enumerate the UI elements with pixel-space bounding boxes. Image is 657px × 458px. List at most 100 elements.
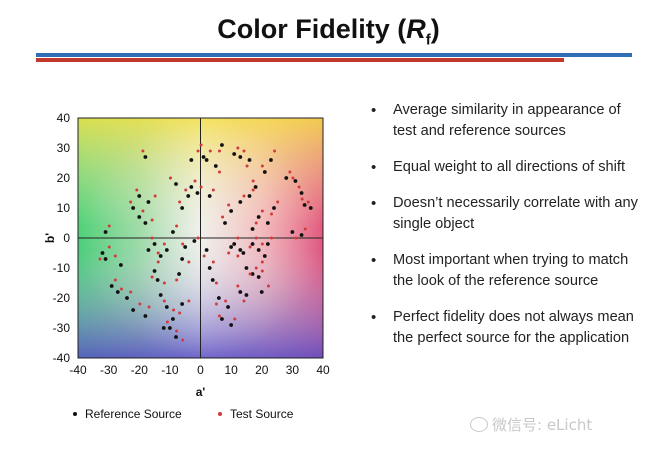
test-point xyxy=(260,242,264,246)
reference-point xyxy=(207,266,212,270)
legend-label: Test Source xyxy=(230,407,294,421)
test-point xyxy=(141,149,145,153)
test-point xyxy=(178,200,182,204)
reference-point xyxy=(299,191,304,195)
reference-point xyxy=(171,230,175,234)
x-tick-label: -30 xyxy=(100,363,118,377)
reference-point xyxy=(189,158,194,162)
data-points xyxy=(98,143,313,342)
test-point xyxy=(273,149,277,153)
reference-point xyxy=(180,257,185,261)
test-point xyxy=(150,218,154,222)
reference-point xyxy=(256,275,261,279)
reference-point xyxy=(109,284,114,288)
test-point xyxy=(162,242,166,246)
reference-point xyxy=(253,185,258,189)
test-point xyxy=(291,176,295,180)
y-axis-label: b' xyxy=(43,233,57,243)
test-point xyxy=(165,320,169,324)
reference-point xyxy=(284,176,289,180)
test-point xyxy=(187,260,191,264)
reference-point xyxy=(220,317,224,321)
test-point xyxy=(300,197,304,201)
reference-point xyxy=(164,248,169,252)
test-point xyxy=(172,308,176,312)
reference-point xyxy=(143,314,148,318)
reference-point xyxy=(232,152,237,156)
test-point xyxy=(251,188,255,192)
reference-point xyxy=(247,194,252,198)
reference-point xyxy=(238,248,243,252)
reference-point xyxy=(103,230,108,234)
reference-point xyxy=(189,185,194,189)
test-point xyxy=(294,236,298,240)
test-point xyxy=(217,314,221,318)
test-point xyxy=(260,269,264,273)
test-point xyxy=(211,260,215,264)
test-point xyxy=(214,302,218,306)
test-point xyxy=(254,266,258,270)
test-point xyxy=(236,236,240,240)
test-point xyxy=(196,149,200,153)
reference-point xyxy=(137,194,142,198)
test-point xyxy=(113,254,117,258)
reference-point xyxy=(226,305,230,309)
reference-point xyxy=(146,200,151,204)
reference-point xyxy=(131,308,136,312)
test-point xyxy=(193,179,197,183)
reference-point xyxy=(152,269,157,273)
reference-point xyxy=(238,290,243,294)
test-point xyxy=(147,305,151,309)
test-point xyxy=(181,338,185,342)
bullet-item: Doesn’t necessarily correlate with any s… xyxy=(368,193,638,235)
reference-point xyxy=(223,221,227,225)
reference-point xyxy=(118,263,123,267)
reference-point xyxy=(201,155,206,159)
title-close: ) xyxy=(430,14,440,44)
test-point xyxy=(153,194,157,198)
legend-marker xyxy=(73,412,77,416)
y-tick-label: -20 xyxy=(53,291,71,305)
reference-point xyxy=(238,155,243,159)
reference-point xyxy=(250,272,255,276)
x-tick-label: -20 xyxy=(131,363,149,377)
test-point xyxy=(135,188,139,192)
slide-title: Color Fidelity (Rf) xyxy=(0,14,657,48)
reference-point xyxy=(302,203,307,207)
reference-point xyxy=(210,278,215,282)
x-tick-label: 30 xyxy=(286,363,300,377)
watermark: 微信号: eLicht xyxy=(470,414,592,435)
test-point xyxy=(199,185,203,189)
test-point xyxy=(156,260,160,264)
test-point xyxy=(199,143,203,147)
reference-point xyxy=(180,206,185,210)
reference-point xyxy=(290,230,295,234)
test-point xyxy=(242,149,246,153)
test-point xyxy=(270,236,274,240)
test-point xyxy=(196,236,200,240)
reference-point xyxy=(250,242,255,246)
reference-point xyxy=(146,248,151,252)
test-point xyxy=(260,260,264,264)
test-point xyxy=(214,281,218,285)
test-point xyxy=(141,209,145,213)
title-rule-blue xyxy=(36,53,632,57)
reference-point xyxy=(293,179,298,183)
test-point xyxy=(129,290,133,294)
test-point xyxy=(98,257,102,261)
reference-point xyxy=(183,245,188,249)
reference-point xyxy=(143,221,148,225)
test-point xyxy=(107,224,111,228)
test-point xyxy=(306,200,310,204)
bullet-item: Most important when trying to match the … xyxy=(368,250,638,292)
x-tick-label: 20 xyxy=(255,363,269,377)
reference-point xyxy=(164,305,169,309)
reference-point xyxy=(204,248,209,252)
x-tick-label: -10 xyxy=(161,363,179,377)
test-point xyxy=(242,194,246,198)
test-point xyxy=(224,299,228,303)
reference-point xyxy=(143,155,148,159)
y-tick-label: 20 xyxy=(57,171,71,185)
test-point xyxy=(217,170,221,174)
reference-point xyxy=(308,206,313,210)
